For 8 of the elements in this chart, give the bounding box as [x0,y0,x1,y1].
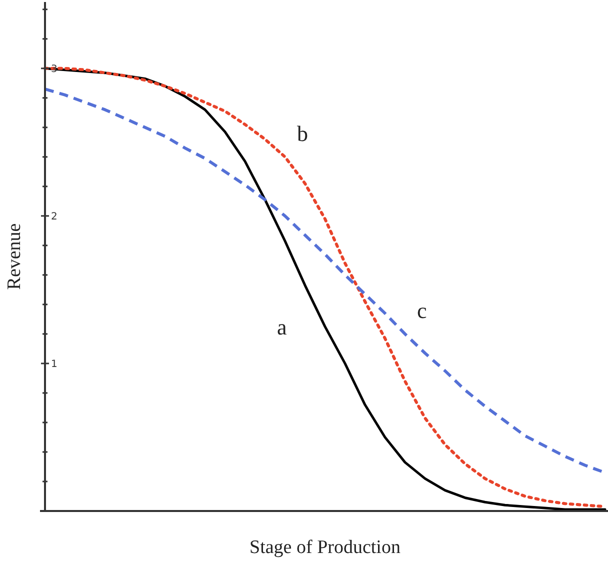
series-label: a [277,314,287,340]
y-axis-title: Revenue [4,223,25,290]
y-tick-label: 1 [51,358,58,370]
x-axis-title: Stage of Production [250,537,401,558]
y-tick-label: 2 [51,211,58,222]
series-label: c [417,298,427,323]
series-label: b [297,120,308,146]
y-tick-label: 3 [51,64,58,75]
